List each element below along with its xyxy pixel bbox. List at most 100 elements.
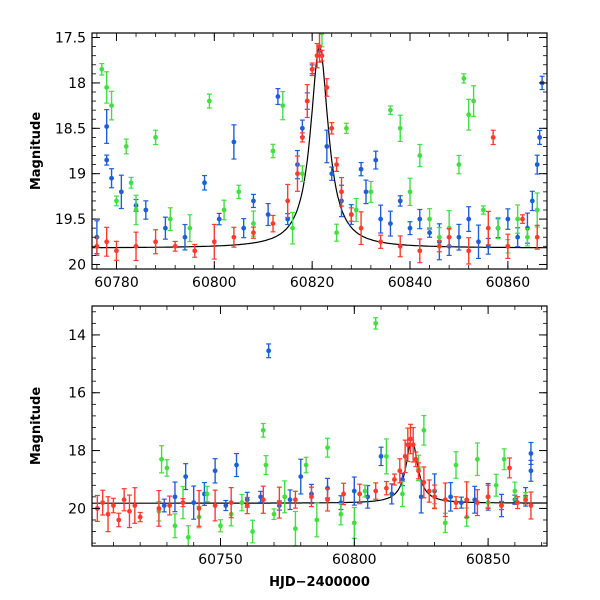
red-data-point <box>116 517 122 523</box>
y-tick-label: 18.5 <box>55 121 86 137</box>
red-data-point <box>485 225 491 231</box>
red-data-point <box>453 500 459 506</box>
green-data-point <box>164 465 170 471</box>
green-data-point <box>400 491 405 497</box>
green-data-point <box>417 153 423 158</box>
green-data-point <box>344 125 349 131</box>
plot-area <box>92 317 547 546</box>
red-data-point <box>402 453 408 459</box>
red-data-point <box>276 500 282 506</box>
green-data-point <box>515 216 521 222</box>
green-data-point <box>290 225 295 231</box>
red-data-point <box>211 239 217 245</box>
blue-data-point <box>241 225 247 231</box>
blue-data-point <box>216 216 222 222</box>
blue-data-point <box>191 500 197 506</box>
red-data-point <box>94 243 100 249</box>
green-data-point <box>362 488 368 494</box>
red-data-point <box>515 500 520 506</box>
blue-data-point <box>365 494 371 500</box>
red-data-point <box>523 497 528 503</box>
green-series <box>156 317 529 546</box>
red-data-point <box>520 216 525 222</box>
red-data-point <box>299 134 305 140</box>
plot-frame <box>91 32 548 270</box>
blue-data-point <box>223 503 229 508</box>
blue-data-point <box>109 175 114 181</box>
red-data-point <box>132 503 138 508</box>
blue-data-point <box>251 198 256 204</box>
red-data-point <box>464 497 470 503</box>
green-data-point <box>480 207 486 213</box>
x-tick-label: 60850 <box>466 552 511 568</box>
blue-data-point <box>182 234 188 240</box>
x-tick-label: 60820 <box>290 275 335 291</box>
blue-data-point <box>234 462 239 468</box>
green-data-point <box>282 494 288 500</box>
green-data-point <box>187 225 193 231</box>
green-data-point <box>293 526 298 532</box>
top-panel: 60780 60800 60820 60840 60860 17.5 18 18.5 19 19.… <box>29 31 548 291</box>
red-data-point <box>357 491 363 497</box>
red-data-point <box>156 506 162 511</box>
red-data-point <box>446 234 452 240</box>
blue-data-point <box>407 225 413 231</box>
red-data-point <box>505 243 511 249</box>
model-curve <box>92 45 547 249</box>
blue-data-point <box>287 497 293 503</box>
green-data-point <box>421 427 427 433</box>
green-data-point <box>368 189 374 195</box>
blue-data-point <box>528 468 534 474</box>
red-data-point <box>212 503 218 508</box>
red-data-point <box>507 465 512 471</box>
green-data-point <box>303 462 309 468</box>
y-tick-label: 18 <box>68 444 86 460</box>
red-data-point <box>314 53 320 59</box>
red-data-point <box>466 248 472 254</box>
blue-data-point <box>448 494 454 500</box>
red-data-point <box>105 511 111 517</box>
red-data-point <box>196 506 202 511</box>
green-data-point <box>436 234 442 240</box>
green-data-point <box>104 85 110 90</box>
green-data-point <box>325 445 330 451</box>
red-data-point <box>499 503 504 508</box>
red-data-point <box>137 514 143 520</box>
green-data-point <box>185 534 191 540</box>
blue-data-point <box>231 139 237 145</box>
blue-data-point <box>358 166 364 172</box>
blue-series <box>161 343 534 520</box>
green-data-point <box>512 488 518 494</box>
blue-data-point <box>172 494 178 500</box>
green-data-point <box>99 66 105 72</box>
red-data-point <box>397 243 403 249</box>
blue-data-point <box>299 125 305 131</box>
red-data-point <box>378 239 384 245</box>
red-data-point <box>172 243 178 249</box>
red-data-point <box>442 497 448 503</box>
blue-data-point <box>329 171 335 177</box>
green-data-point <box>207 98 212 104</box>
green-data-point <box>493 482 499 488</box>
red-data-point <box>528 503 534 508</box>
green-data-point <box>338 511 344 517</box>
red-data-point <box>534 234 540 240</box>
green-data-point <box>314 517 320 523</box>
green-data-point <box>501 456 507 462</box>
red-data-point <box>397 468 403 474</box>
blue-data-point <box>266 348 272 354</box>
red-data-point <box>251 230 256 236</box>
red-data-point <box>153 239 159 245</box>
green-data-point <box>456 162 462 168</box>
green-data-point <box>280 103 286 109</box>
blue-data-point <box>363 189 369 195</box>
red-data-point <box>408 436 413 442</box>
red-data-point <box>421 479 427 485</box>
blue-data-point <box>324 144 330 149</box>
green-data-point <box>397 125 403 131</box>
red-data-point <box>373 488 379 494</box>
green-data-point <box>159 456 164 462</box>
red-data-point <box>293 497 298 503</box>
red-data-point <box>133 243 139 249</box>
red-data-point <box>309 66 315 72</box>
